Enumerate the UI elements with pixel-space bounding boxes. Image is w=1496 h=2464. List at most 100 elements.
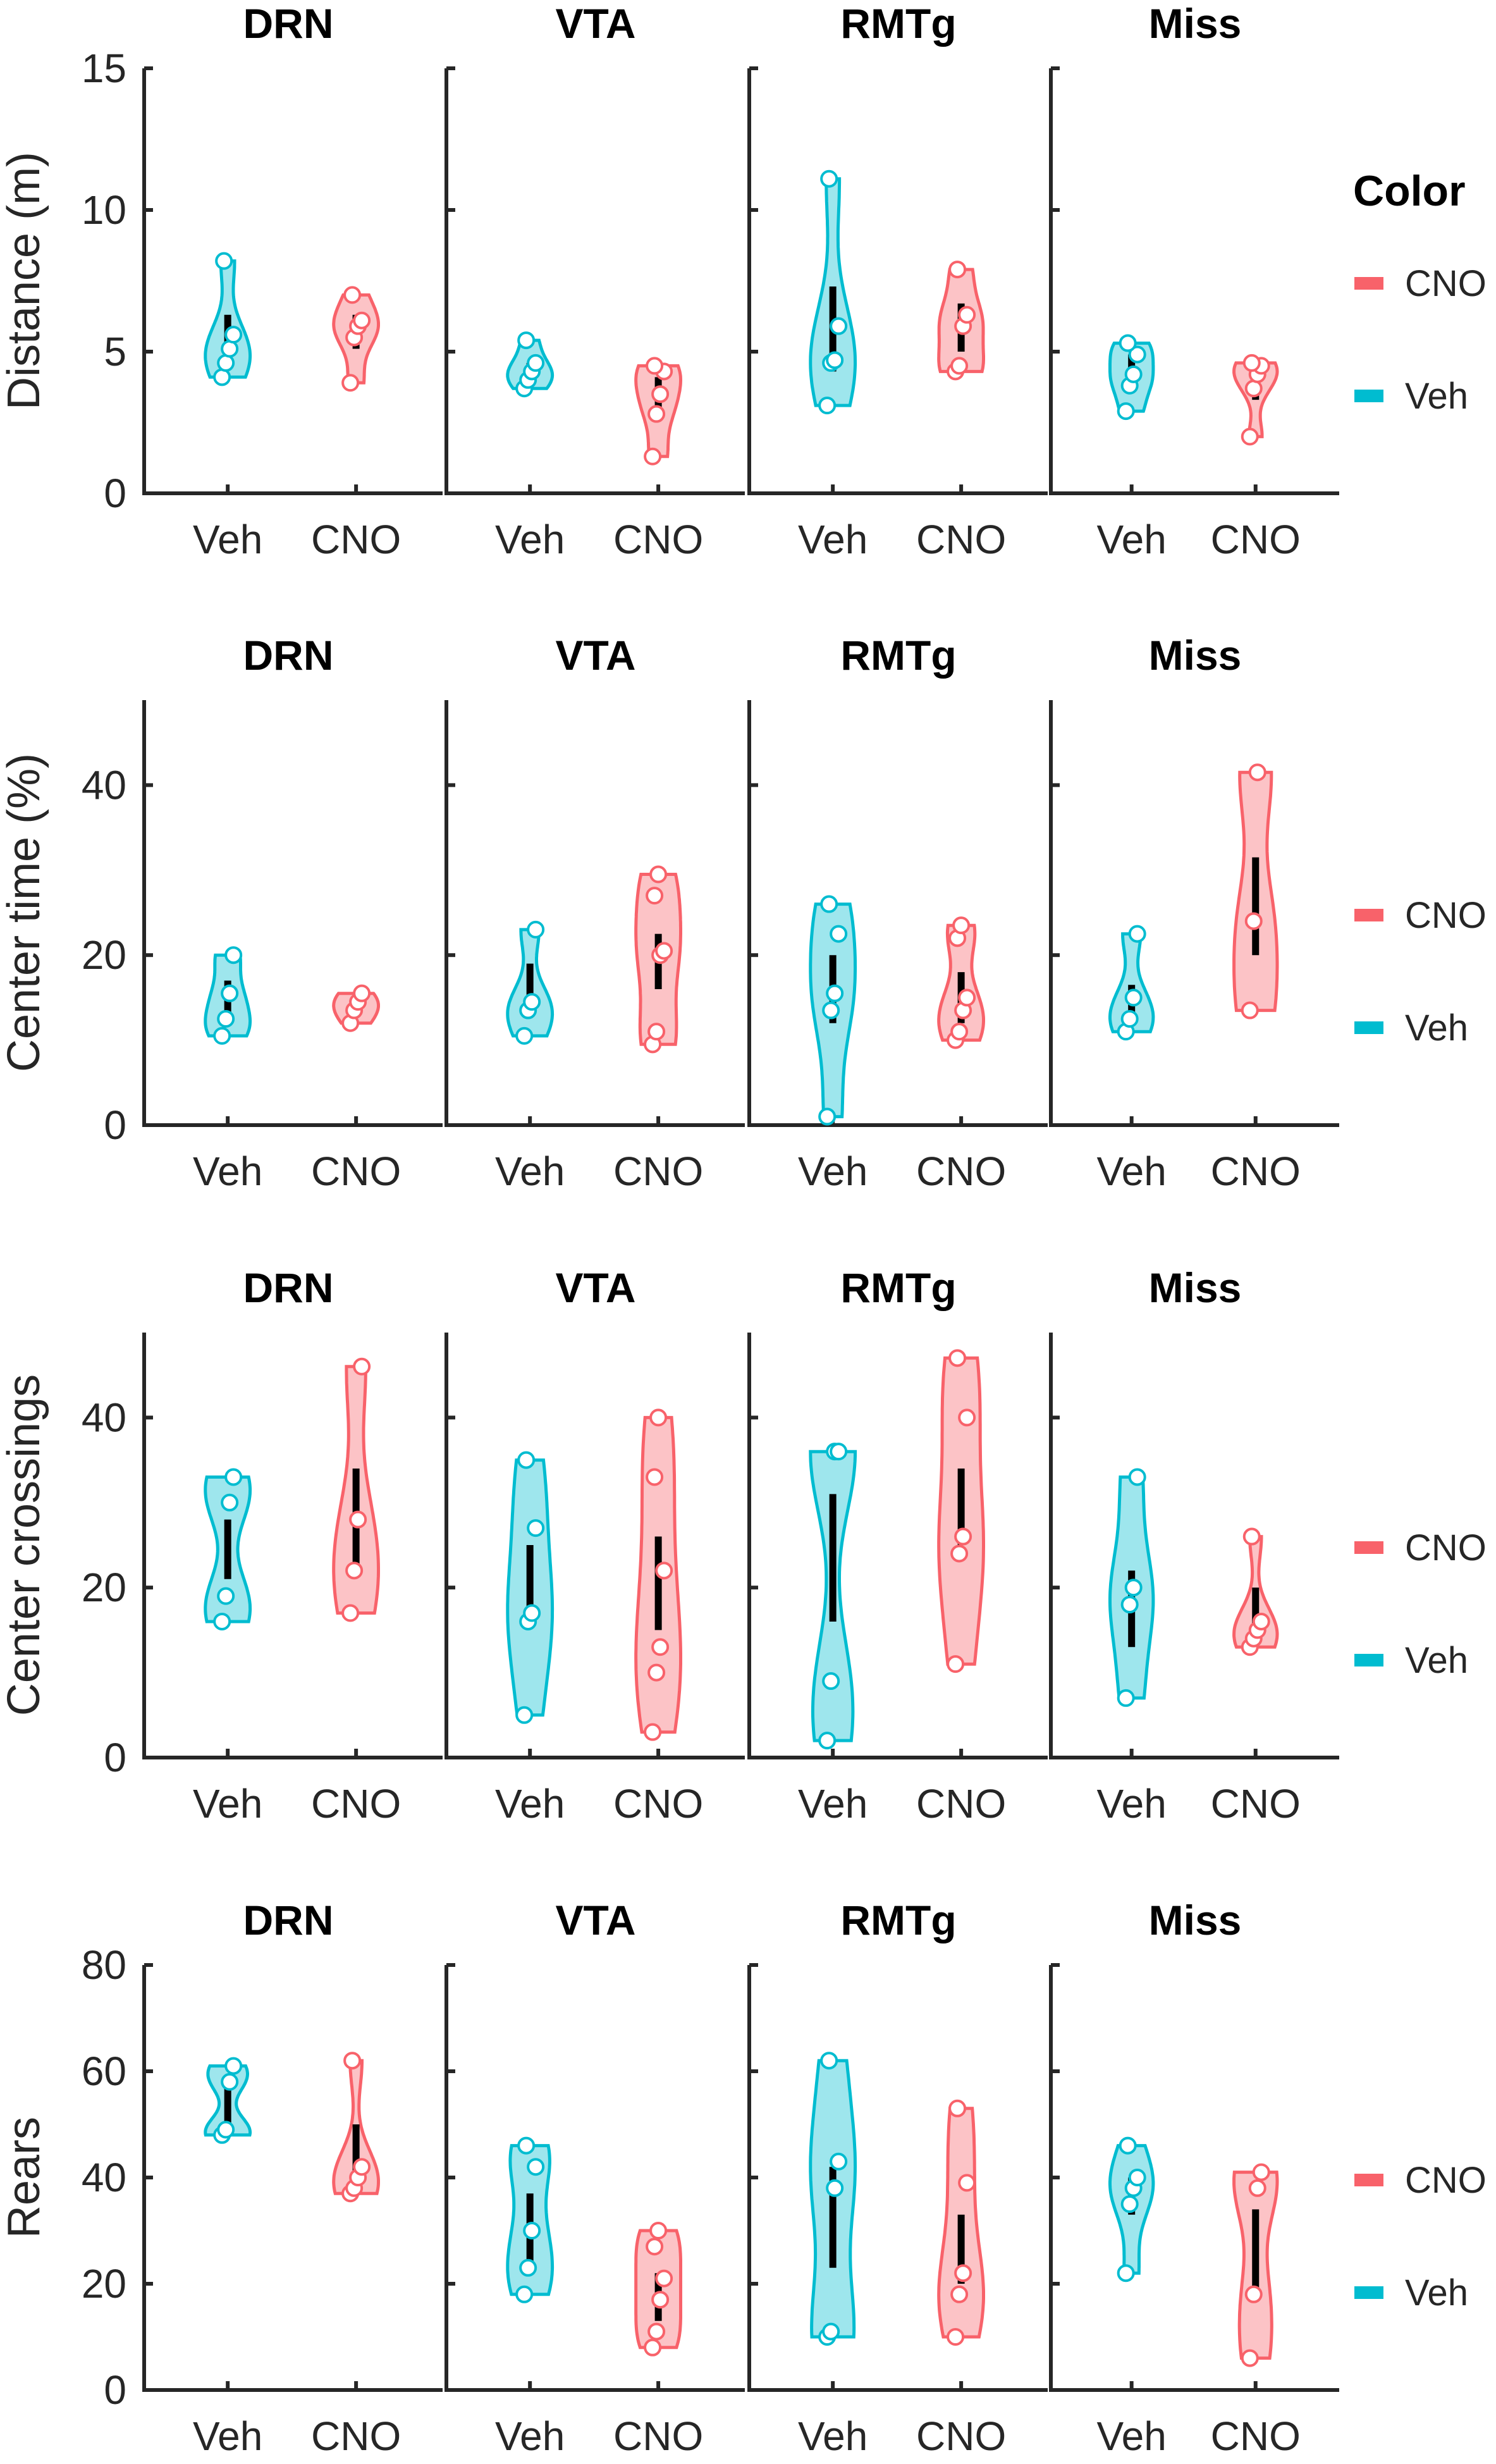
data-point-cno: [958, 2174, 976, 2192]
x-tick-label: CNO: [311, 1149, 401, 1194]
data-point-cno: [651, 385, 670, 403]
panel-drn: DRN 0 20 40 Veh CNO: [82, 1264, 443, 1826]
data-point-cno: [950, 1023, 969, 1041]
data-point-veh: [217, 354, 235, 372]
legend-label: Veh: [1405, 1007, 1468, 1049]
data-point-cno: [651, 2291, 670, 2309]
data-point-veh: [1128, 1468, 1146, 1486]
x-tick-label: Veh: [495, 2413, 565, 2459]
data-point-veh: [515, 2285, 534, 2303]
data-point-cno: [647, 1663, 666, 1682]
panel-miss: Miss Veh CNO: [1049, 1264, 1339, 1826]
data-point-cno: [647, 1023, 666, 1041]
data-point-veh: [1120, 1010, 1139, 1028]
panel-title: DRN: [243, 632, 334, 679]
legend-label: CNO: [1405, 1527, 1487, 1568]
data-point-veh: [822, 1672, 840, 1691]
data-point-cno: [1241, 2349, 1259, 2367]
panel-title: DRN: [243, 0, 334, 47]
data-point-veh: [517, 331, 536, 350]
data-point-cno: [958, 305, 976, 324]
panel-rmtg: RMTg Veh CNO: [747, 0, 1048, 562]
data-point-cno: [947, 1655, 965, 1673]
data-point-cno: [950, 2285, 969, 2303]
data-point-cno: [649, 1408, 668, 1427]
legend-label: Veh: [1405, 2272, 1468, 2313]
y-tick-label: 10: [82, 187, 126, 233]
x-tick-label: CNO: [613, 517, 703, 562]
data-point-cno: [353, 984, 371, 1002]
data-point-cno: [958, 989, 976, 1007]
data-point-veh: [517, 1451, 536, 1469]
panel-title: Miss: [1149, 0, 1242, 47]
panel-drn: DRN 0 5 10 15 Veh CNO: [82, 0, 443, 562]
x-tick-label: Veh: [193, 517, 262, 562]
data-point-cno: [1242, 354, 1261, 372]
data-point-veh: [830, 1443, 848, 1461]
data-point-cno: [353, 311, 371, 330]
data-point-veh: [830, 925, 848, 943]
data-point-veh: [822, 1001, 840, 1019]
data-point-veh: [820, 169, 838, 188]
violin-veh: [1108, 932, 1155, 1033]
data-point-cno: [644, 1723, 662, 1741]
data-point-cno: [950, 357, 969, 375]
panel-title: Miss: [1149, 1897, 1242, 1943]
y-axis-label: Distance (m): [0, 152, 49, 410]
data-point-veh: [221, 984, 239, 1002]
data-point-veh: [224, 946, 243, 964]
data-point-cno: [343, 286, 362, 304]
data-point-cno: [948, 261, 967, 279]
data-point-veh: [527, 920, 545, 939]
panel-title: DRN: [243, 1264, 334, 1311]
data-point-veh: [1117, 402, 1135, 421]
panel-vta: VTA Veh CNO: [445, 0, 745, 562]
data-point-veh: [826, 351, 844, 369]
y-axis-label: Center time (%): [0, 753, 49, 1072]
panel-title: RMTg: [840, 1897, 956, 1943]
data-point-cno: [1244, 2285, 1263, 2303]
data-point-veh: [818, 397, 837, 415]
x-tick-label: CNO: [916, 517, 1006, 562]
data-point-veh: [224, 1468, 243, 1486]
data-point-cno: [649, 2222, 668, 2239]
data-point-veh: [1124, 989, 1143, 1007]
data-point-veh: [1128, 345, 1146, 364]
y-tick-label: 20: [82, 2261, 126, 2307]
x-tick-label: CNO: [613, 2413, 703, 2459]
y-tick-label: 5: [104, 329, 126, 374]
panel-title: DRN: [243, 1897, 334, 1943]
data-point-cno: [958, 1408, 976, 1427]
data-point-veh: [221, 340, 239, 358]
data-point-cno: [341, 1604, 360, 1622]
x-tick-label: Veh: [798, 1149, 868, 1194]
x-tick-label: CNO: [311, 1781, 401, 1826]
data-point-veh: [1120, 1596, 1139, 1614]
data-point-veh: [1119, 2136, 1137, 2155]
x-tick-label: CNO: [1211, 1781, 1301, 1826]
panel-rmtg: RMTg Veh CNO: [747, 632, 1048, 1194]
x-tick-label: Veh: [1097, 2413, 1167, 2459]
data-point-cno: [1241, 428, 1259, 446]
data-point-veh: [213, 1612, 231, 1630]
data-point-veh: [523, 1604, 541, 1622]
data-point-veh: [515, 1026, 534, 1045]
data-point-veh: [818, 1107, 837, 1126]
y-tick-label: 80: [82, 1942, 126, 1988]
data-point-cno: [954, 2264, 972, 2282]
legend-title: Color: [1353, 167, 1466, 215]
x-tick-label: Veh: [193, 1149, 262, 1194]
data-point-veh: [1117, 2264, 1135, 2282]
data-point-veh: [527, 2158, 545, 2176]
x-tick-label: CNO: [916, 1781, 1006, 1826]
data-point-veh: [217, 2121, 235, 2139]
data-point-cno: [646, 357, 664, 375]
data-point-veh: [523, 2222, 541, 2239]
data-point-veh: [1117, 1689, 1135, 1707]
data-point-veh: [515, 1706, 534, 1724]
x-tick-label: CNO: [311, 517, 401, 562]
data-point-veh: [1120, 2195, 1139, 2213]
data-point-cno: [647, 405, 666, 423]
y-tick-label: 20: [82, 1565, 126, 1610]
